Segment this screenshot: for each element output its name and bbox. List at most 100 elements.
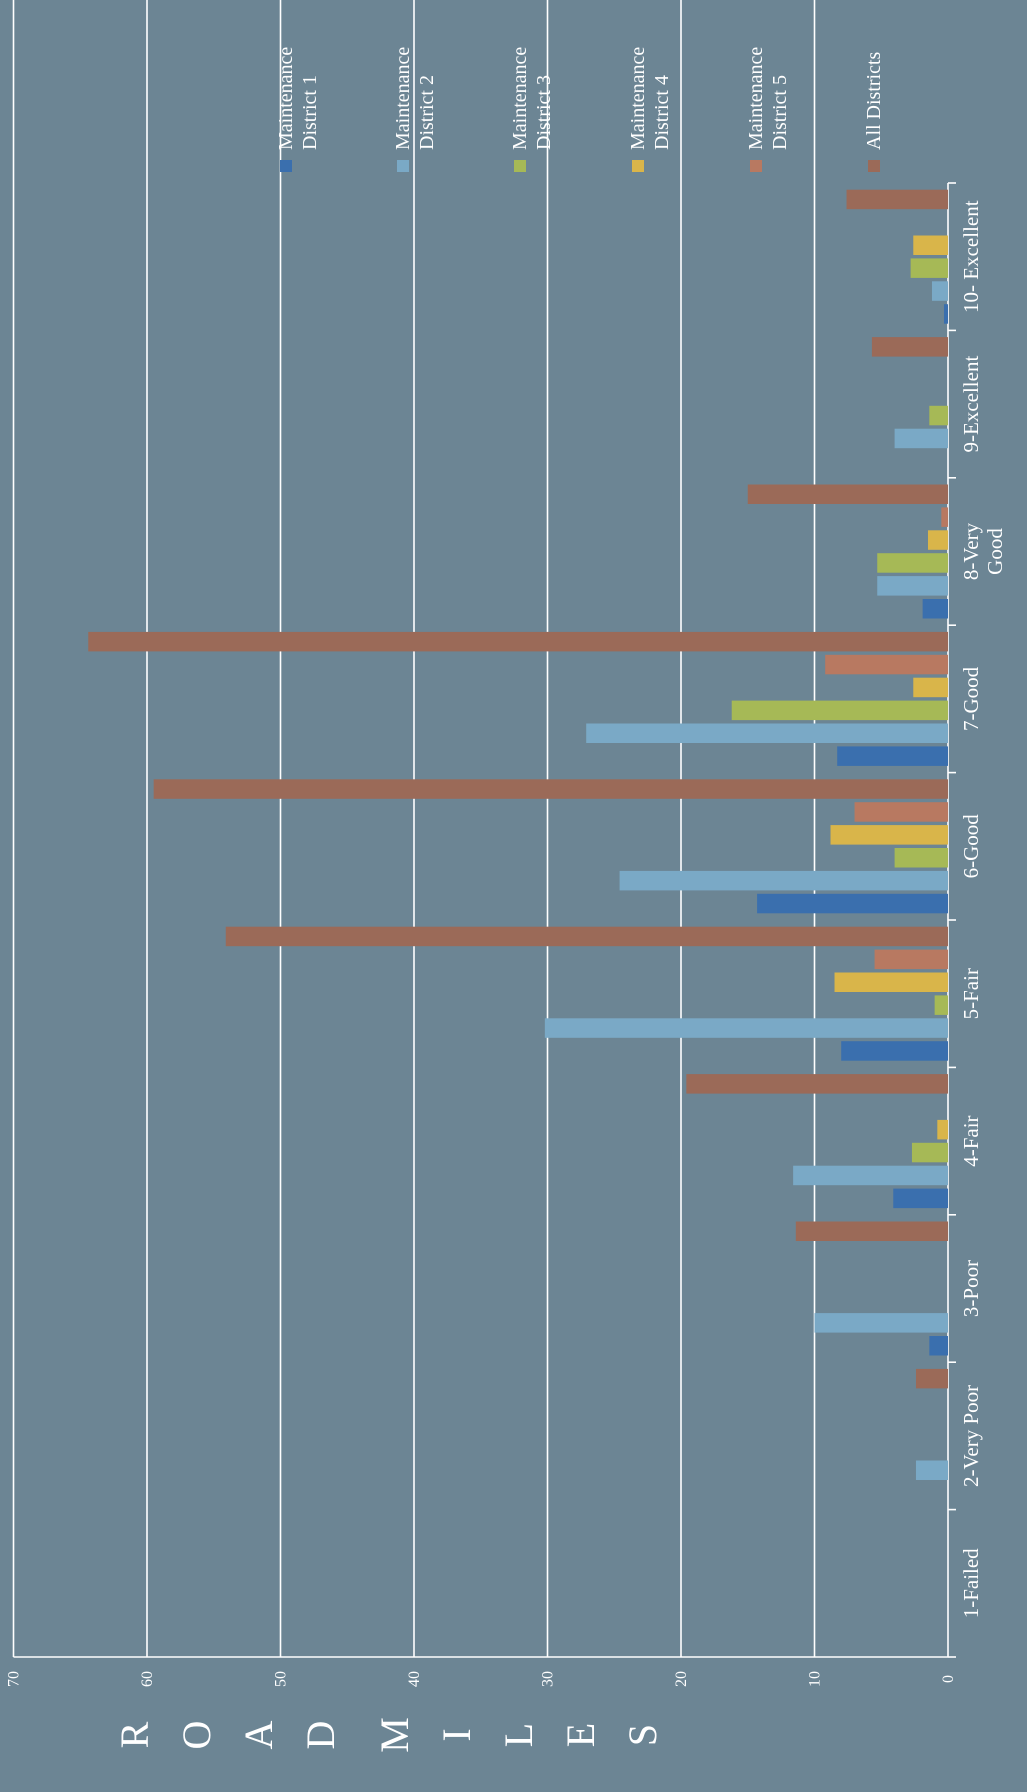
bar-maintenance-district-4-4-fair <box>937 1119 948 1140</box>
legend-label-line: District 5 <box>769 75 791 150</box>
legend-swatch-maintenance-district-1 <box>280 160 292 172</box>
category-labels: 10- Excellent 9-Excellent 8-VeryGood 7-Good… <box>959 200 1007 1618</box>
y-tick-label-60: 60 <box>139 1671 156 1687</box>
category-label-line: 9-Excellent <box>959 356 983 453</box>
bar-maintenance-district-3-5-fair <box>934 995 948 1015</box>
bar-maintenance-district-2-5-fair <box>544 1018 948 1038</box>
bar-maintenance-district-2-9-excellent <box>894 428 948 449</box>
category-label-6-good: 6-Good <box>959 814 983 879</box>
bar-maintenance-district-2-10-excellent <box>931 281 948 301</box>
bar-all-districts-6-good <box>153 779 949 799</box>
legend-label-maintenance-district-3: Maintenance District 3 <box>509 47 555 150</box>
bar-all-districts-7-good <box>88 631 948 652</box>
legend-label-line: District 2 <box>416 75 438 150</box>
axes <box>13 182 956 1658</box>
legend-swatch-maintenance-district-3 <box>514 160 526 172</box>
bar-maintenance-district-2-4-fair <box>793 1165 948 1186</box>
y-tick-label-10: 10 <box>807 1671 824 1687</box>
bar-all-districts-3-poor <box>795 1221 948 1241</box>
bar-maintenance-district-2-6-good <box>619 870 948 891</box>
bar-maintenance-district-2-3-poor <box>814 1313 948 1333</box>
bar-maintenance-district-4-8-very-good <box>927 530 948 550</box>
category-label-line: 4-Fair <box>959 1115 983 1166</box>
legend-label-line: Maintenance <box>509 47 531 150</box>
bar-maintenance-district-3-8-very-good <box>877 553 948 573</box>
category-label-5-fair: 5-Fair <box>959 968 983 1019</box>
bar-maintenance-district-1-3-poor <box>929 1336 948 1356</box>
legend-label-line: All Districts <box>863 51 885 150</box>
y-tick-label-50: 50 <box>273 1671 290 1687</box>
legend-label-line: Maintenance <box>627 47 649 150</box>
bar-maintenance-district-2-2-very-poor <box>915 1460 948 1480</box>
y-tick-label-20: 20 <box>673 1671 690 1687</box>
legend: Maintenance District 1 Maintenance District… <box>275 47 885 172</box>
legend-label-maintenance-district-4: Maintenance District 4 <box>627 47 673 150</box>
bar-all-districts-2-very-poor <box>915 1368 948 1389</box>
category-label-1-failed: 1-Failed <box>959 1548 983 1618</box>
category-label-line: 8-Very <box>959 522 983 580</box>
bar-all-districts-10-excellent <box>846 189 948 210</box>
y-tick-label-70: 70 <box>6 1671 23 1687</box>
gridlines <box>12 0 816 1657</box>
bar-maintenance-district-3-10-excellent <box>910 258 948 278</box>
bar-maintenance-district-1-4-fair <box>893 1188 948 1209</box>
bar-maintenance-district-4-5-fair <box>834 972 948 992</box>
legend-label-line: Maintenance <box>745 47 767 150</box>
y-axis-label-letter: O <box>174 1721 219 1750</box>
y-tick-labels: 0 10 20 30 40 50 60 70 <box>6 1671 958 1687</box>
bars <box>88 189 949 1480</box>
y-tick-label-0: 0 <box>940 1675 957 1683</box>
category-label-line: Good <box>983 528 1007 575</box>
category-label-line: 7-Good <box>959 666 983 731</box>
category-label-line: 5-Fair <box>959 968 983 1019</box>
bar-maintenance-district-4-10-excellent <box>913 235 948 255</box>
legend-label-line: District 1 <box>299 75 321 150</box>
bar-maintenance-district-5-8-very-good <box>941 507 948 527</box>
legend-label-line: District 4 <box>651 75 673 150</box>
y-axis-label-letter: L <box>496 1723 541 1747</box>
y-axis-label-letter: S <box>620 1724 665 1746</box>
bar-maintenance-district-1-7-good <box>837 746 948 766</box>
y-axis-label-letter: E <box>558 1723 603 1747</box>
legend-label-maintenance-district-5: Maintenance District 5 <box>745 47 791 150</box>
bar-maintenance-district-5-5-fair <box>874 949 948 970</box>
category-label-10-excellent: 10- Excellent <box>959 200 983 313</box>
category-label-9-excellent: 9-Excellent <box>959 356 983 453</box>
category-label-line: 10- Excellent <box>959 200 983 313</box>
bar-maintenance-district-5-7-good <box>825 654 948 675</box>
y-tick-label-30: 30 <box>540 1671 557 1687</box>
bar-maintenance-district-4-7-good <box>913 677 948 698</box>
category-label-line: 6-Good <box>959 814 983 879</box>
bar-maintenance-district-1-5-fair <box>841 1041 948 1061</box>
category-label-7-good: 7-Good <box>959 666 983 731</box>
category-label-4-fair: 4-Fair <box>959 1115 983 1166</box>
bar-maintenance-district-3-7-good <box>731 700 948 721</box>
bar-maintenance-district-3-4-fair <box>911 1142 948 1163</box>
legend-label-line: Maintenance <box>275 47 297 150</box>
legend-swatch-maintenance-district-5 <box>750 160 762 172</box>
bar-maintenance-district-5-6-good <box>854 802 948 822</box>
category-label-line: 1-Failed <box>959 1548 983 1618</box>
legend-swatch-all-districts <box>868 160 880 172</box>
category-label-2-very-poor: 2-Very Poor <box>959 1385 983 1487</box>
category-label-3-poor: 3-Poor <box>959 1260 983 1317</box>
bar-maintenance-district-1-8-very-good <box>922 599 948 619</box>
y-axis-label-letter: M <box>372 1717 417 1753</box>
category-label-line: 3-Poor <box>959 1260 983 1317</box>
bar-all-districts-9-excellent <box>871 337 948 357</box>
bar-maintenance-district-1-6-good <box>757 893 948 914</box>
y-axis-label-letter: R <box>112 1721 157 1748</box>
category-label-line: 2-Very Poor <box>959 1385 983 1487</box>
bar-maintenance-district-4-6-good <box>830 825 948 845</box>
bar-maintenance-district-2-8-very-good <box>877 576 948 596</box>
bar-maintenance-district-2-7-good <box>586 723 948 743</box>
bar-maintenance-district-3-6-good <box>894 848 948 868</box>
bar-maintenance-district-1-10-excellent <box>943 304 948 324</box>
legend-label-maintenance-district-1: Maintenance District 1 <box>275 47 321 150</box>
legend-label-maintenance-district-2: Maintenance District 2 <box>392 47 438 150</box>
y-axis-label-letter: A <box>236 1720 281 1749</box>
legend-label-line: District 3 <box>533 75 555 150</box>
